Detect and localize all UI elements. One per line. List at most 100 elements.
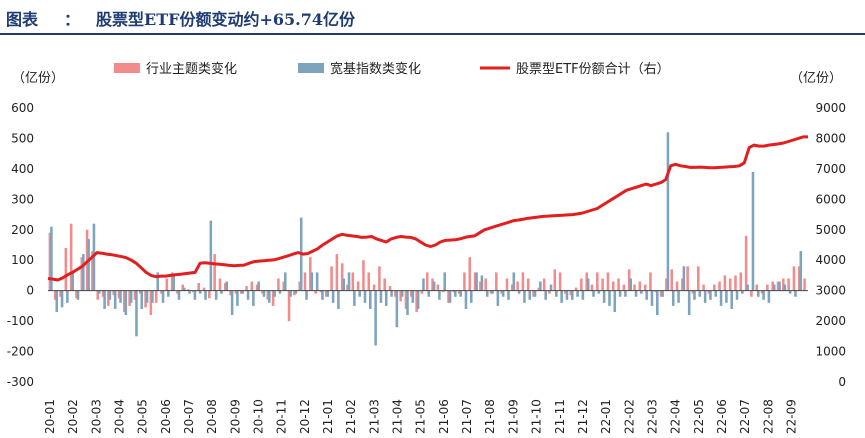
broad-bar-24 bbox=[177, 290, 181, 300]
broad-bar-83 bbox=[491, 290, 494, 294]
theme-bar-58 bbox=[356, 281, 360, 291]
theme-bar-111 bbox=[638, 281, 642, 291]
broad-bar-56 bbox=[347, 272, 351, 291]
left-tick-label-5: 100 bbox=[11, 253, 34, 267]
theme-bar-84 bbox=[495, 272, 498, 291]
theme-bar-135 bbox=[766, 284, 769, 291]
theme-bar-45 bbox=[287, 290, 291, 322]
left-tick-label-2: 400 bbox=[11, 162, 34, 176]
broad-bar-95 bbox=[555, 290, 558, 297]
x-tick-label-19: 21-08 bbox=[483, 399, 497, 434]
broad-bar-136 bbox=[772, 284, 776, 291]
theme-bar-34 bbox=[229, 290, 232, 296]
broad-bar-121 bbox=[693, 290, 696, 300]
broad-bar-127 bbox=[725, 290, 728, 303]
theme-bar-55 bbox=[340, 263, 344, 291]
broad-bar-39 bbox=[257, 281, 260, 291]
broad-bar-138 bbox=[783, 284, 787, 291]
right-tick-label-5: 4000 bbox=[815, 253, 846, 267]
theme-bar-125 bbox=[712, 284, 716, 291]
theme-bar-24 bbox=[176, 290, 179, 294]
theme-bar-128 bbox=[728, 278, 732, 291]
right-tick-label-8: 1000 bbox=[815, 345, 846, 359]
theme-bar-141 bbox=[797, 266, 801, 291]
broad-bar-93 bbox=[544, 290, 547, 300]
broad-bar-112 bbox=[645, 290, 648, 300]
theme-bar-116 bbox=[665, 278, 668, 291]
theme-bar-62 bbox=[378, 266, 381, 291]
broad-bar-119 bbox=[682, 266, 686, 291]
theme-bar-68 bbox=[410, 290, 413, 297]
broad-bar-128 bbox=[730, 290, 733, 309]
theme-bar-123 bbox=[702, 284, 705, 291]
theme-bar-134 bbox=[760, 290, 764, 294]
theme-bar-16 bbox=[133, 290, 137, 300]
theme-bar-137 bbox=[776, 281, 780, 291]
broad-bar-72 bbox=[432, 281, 436, 291]
broad-bar-103 bbox=[597, 290, 601, 294]
x-tick-label-8: 20-09 bbox=[228, 399, 242, 434]
theme-bar-71 bbox=[425, 272, 429, 291]
broad-bar-62 bbox=[379, 290, 383, 303]
theme-bar-76 bbox=[452, 290, 456, 293]
x-tick-label-9: 20-10 bbox=[252, 399, 266, 434]
theme-bar-97 bbox=[564, 290, 567, 294]
broad-bar-16 bbox=[135, 290, 138, 337]
theme-bar-136 bbox=[771, 281, 774, 291]
theme-bar-118 bbox=[675, 281, 679, 291]
x-tick-label-25: 22-02 bbox=[622, 399, 636, 434]
theme-bar-77 bbox=[457, 290, 461, 294]
broad-bar-23 bbox=[172, 275, 175, 291]
broad-bar-53 bbox=[331, 290, 335, 303]
theme-bar-109 bbox=[627, 269, 631, 291]
title-row: 图表 ： 股票型ETF份额变动约+65.74亿份 bbox=[0, 0, 865, 35]
broad-bar-122 bbox=[698, 290, 702, 297]
theme-bar-27 bbox=[192, 290, 195, 293]
theme-bar-121 bbox=[691, 290, 695, 294]
broad-bar-67 bbox=[406, 290, 409, 316]
theme-bar-117 bbox=[670, 269, 673, 291]
legend-swatch-2 bbox=[298, 63, 324, 73]
theme-bar-120 bbox=[686, 266, 689, 291]
broad-bar-48 bbox=[305, 290, 308, 300]
broad-bar-81 bbox=[480, 275, 484, 291]
theme-bar-124 bbox=[707, 290, 711, 294]
theme-bar-110 bbox=[633, 284, 636, 291]
broad-bar-90 bbox=[528, 290, 532, 300]
theme-bar-14 bbox=[123, 290, 126, 312]
x-tick-label-26: 22-03 bbox=[645, 399, 659, 434]
theme-bar-79 bbox=[468, 257, 472, 291]
theme-bar-46 bbox=[293, 290, 296, 296]
broad-bar-137 bbox=[778, 281, 781, 291]
theme-bar-41 bbox=[266, 290, 270, 300]
broad-bars-series bbox=[50, 132, 803, 346]
broad-bar-94 bbox=[549, 284, 553, 291]
broad-bar-68 bbox=[411, 290, 415, 303]
theme-bar-66 bbox=[399, 290, 402, 302]
broad-bar-33 bbox=[225, 281, 229, 291]
theme-bar-52 bbox=[324, 290, 328, 297]
left-axis-unit: （亿份） bbox=[12, 71, 64, 86]
broad-bar-132 bbox=[751, 171, 755, 291]
broad-bar-140 bbox=[794, 290, 797, 297]
broad-bar-7 bbox=[87, 238, 90, 291]
x-tick-label-29: 22-06 bbox=[715, 399, 729, 434]
theme-bar-140 bbox=[792, 266, 796, 291]
broad-bar-46 bbox=[294, 290, 298, 294]
theme-bar-67 bbox=[404, 290, 408, 309]
theme-bar-69 bbox=[415, 290, 418, 312]
theme-bar-64 bbox=[388, 286, 392, 291]
broad-bar-96 bbox=[560, 290, 563, 303]
theme-bar-3 bbox=[64, 248, 68, 291]
broad-bar-3 bbox=[66, 290, 69, 303]
broad-bar-74 bbox=[443, 272, 446, 291]
theme-bar-25 bbox=[181, 284, 185, 291]
theme-bar-86 bbox=[505, 278, 509, 291]
theme-bar-38 bbox=[250, 281, 254, 291]
theme-bar-119 bbox=[681, 278, 684, 291]
broad-bar-37 bbox=[246, 290, 250, 300]
x-tick-label-6: 20-07 bbox=[182, 399, 196, 434]
theme-bar-61 bbox=[372, 284, 376, 291]
x-tick-label-30: 22-07 bbox=[738, 399, 752, 434]
broad-bar-18 bbox=[145, 290, 149, 303]
